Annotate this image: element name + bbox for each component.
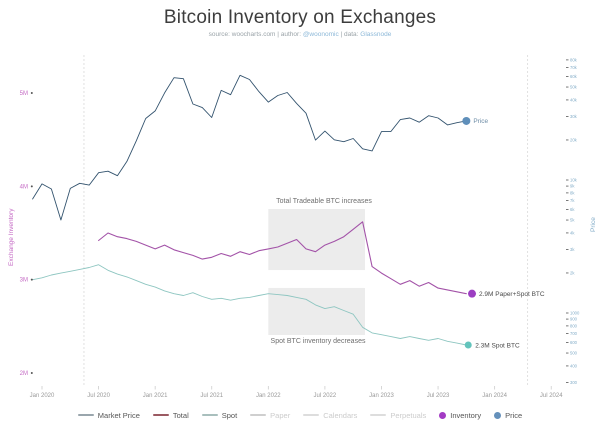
price-axis-tick-label: 30k	[570, 114, 578, 119]
series-end-dot	[462, 116, 471, 125]
series-end-label: 2.9M Paper+Spot BTC	[479, 291, 545, 298]
price-axis-tick-label: 500	[570, 351, 578, 356]
legend-swatch-line	[77, 414, 94, 416]
author-link[interactable]: @woonomic	[302, 31, 339, 38]
price-axis-tick-label: 1000	[570, 311, 580, 316]
price-axis-tick-label: 400	[570, 364, 578, 369]
legend-item-spot[interactable]: Spot	[201, 410, 238, 420]
legend-swatch-circle	[439, 411, 447, 419]
legend-item-market-price[interactable]: Market Price	[77, 410, 140, 420]
legend-label: Market Price	[97, 410, 140, 420]
price-axis-tick-label: 700	[570, 331, 578, 336]
price-axis-tick-label: 80k	[570, 57, 578, 62]
x-axis-tick-label: Jan 2020	[30, 393, 55, 399]
price-axis-tick-label: 9k	[570, 184, 575, 189]
x-axis-tick-label: Jul 2024	[540, 393, 563, 399]
price-axis-tick-label: 800	[570, 323, 578, 328]
price-axis-tick-label: 50k	[570, 85, 578, 90]
legend-swatch-line	[250, 414, 267, 416]
price-axis-tick-label: 5k	[570, 218, 575, 223]
chart-legend: Market Price Total Spot Paper Calendars Perpe…	[0, 407, 600, 423]
legend-label: Inventory	[450, 410, 482, 420]
market-price-series-line	[32, 74, 467, 221]
annotation-text: Total Tradeable BTC increases	[276, 198, 372, 205]
price-axis-tick-label: 8k	[570, 190, 575, 195]
series-end-label: Price	[473, 118, 488, 125]
x-axis-tick-label: Jul 2020	[87, 393, 110, 399]
total-series-line	[98, 221, 467, 295]
legend-item-paper[interactable]: Paper	[250, 411, 290, 420]
right-axis-title: Price	[590, 217, 597, 232]
x-axis-tick-label: Jul 2023	[427, 393, 450, 399]
legend-swatch-circle	[494, 411, 502, 419]
data-source-link[interactable]: Glassnode	[360, 31, 392, 38]
spot-series-line	[32, 264, 467, 346]
price-axis-tick-label: 70k	[570, 65, 578, 70]
highlight-box	[268, 287, 365, 336]
legend-label: Perpetuals	[390, 410, 427, 420]
x-axis-tick-label: Jan 2022	[256, 393, 281, 399]
price-axis-tick-label: 20k	[570, 138, 578, 143]
inventory-axis-tick-mark	[30, 92, 33, 95]
price-axis-tick-label: 60k	[570, 74, 578, 79]
legend-item-calendars[interactable]: Calendars	[303, 411, 357, 420]
legend-item-total[interactable]: Total	[152, 410, 189, 420]
legend-swatch-line	[370, 414, 387, 416]
legend-label: Calendars	[323, 410, 358, 420]
price-axis-tick-label: 300	[570, 380, 578, 385]
price-axis-tick-label: 7k	[570, 198, 575, 203]
price-axis-tick-label: 40k	[570, 98, 578, 103]
legend-label: Price	[505, 410, 523, 420]
inventory-axis-tick-mark	[30, 372, 33, 374]
subtitle-separator-text: | data:	[338, 31, 361, 38]
legend-swatch-line	[152, 414, 169, 416]
legend-item-perpetuals[interactable]: Perpetuals	[370, 411, 426, 420]
inventory-axis-tick-label: 4M	[20, 184, 28, 190]
price-axis-tick-label: 4k	[570, 231, 575, 236]
left-axis-title: Exchange Inventory	[8, 208, 15, 266]
x-axis-tick-label: Jul 2022	[314, 393, 337, 399]
x-axis-tick-label: Jan 2023	[369, 393, 394, 399]
legend-item-inventory[interactable]: Inventory	[439, 411, 481, 420]
price-axis-tick-label: 600	[570, 340, 578, 345]
legend-swatch-line	[303, 414, 320, 416]
series-end-dot	[464, 341, 472, 349]
chart-subtitle: source: woocharts.com | author: @woonomi…	[0, 31, 600, 38]
price-axis-tick-label: 3k	[570, 247, 575, 252]
price-axis-tick-label: 2k	[570, 271, 575, 276]
series-end-label: 2.3M Spot BTC	[475, 342, 520, 349]
annotation-text: Spot BTC inventory decreases	[271, 338, 366, 345]
x-axis-tick-label: Jan 2021	[143, 393, 168, 399]
legend-swatch-line	[201, 414, 218, 416]
inventory-axis-tick-label: 5M	[20, 91, 28, 97]
legend-label: Spot	[221, 410, 238, 420]
x-axis-tick-label: Jul 2021	[200, 393, 223, 399]
series-end-dot	[468, 289, 477, 298]
price-axis-tick-label: 10k	[570, 178, 578, 183]
inventory-axis-tick-mark	[30, 185, 33, 188]
price-axis-tick-label: 6k	[570, 207, 575, 212]
page-title: Bitcoin Inventory on Exchanges	[163, 7, 437, 28]
inventory-axis-tick-mark	[30, 278, 33, 281]
price-axis-tick-label: 900	[570, 317, 578, 322]
inventory-axis-tick-label: 2M	[20, 371, 28, 377]
highlight-box	[268, 209, 365, 271]
inventory-axis-tick-label: 3M	[20, 278, 28, 284]
legend-label: Paper	[270, 410, 291, 420]
legend-label: Total	[172, 410, 189, 420]
legend-item-price[interactable]: Price	[494, 411, 522, 420]
subtitle-source-text: source: woocharts.com | author:	[208, 31, 303, 38]
x-axis-tick-label: Jan 2024	[482, 393, 507, 399]
